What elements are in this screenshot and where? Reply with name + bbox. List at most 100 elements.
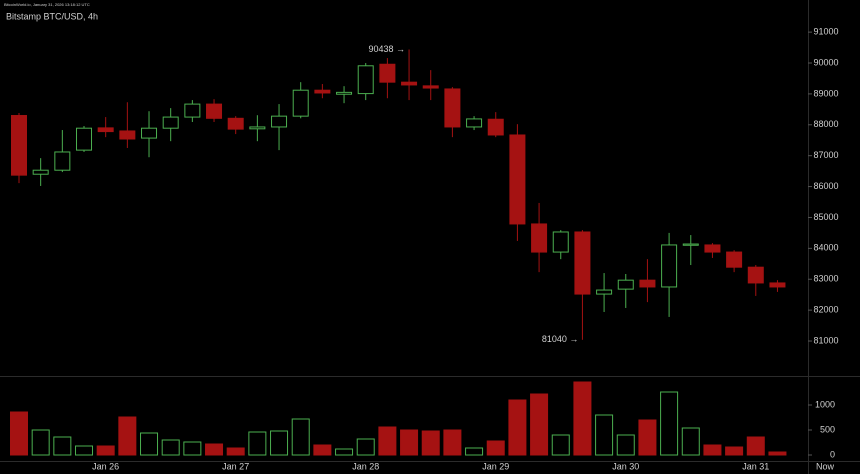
volume-bar	[248, 431, 267, 456]
candle-body	[162, 116, 179, 129]
candle-body	[552, 231, 569, 253]
watermark: BitcoinWorld.io, January 31, 2026 13:18:…	[4, 2, 90, 7]
y-tick-label: 88000	[813, 119, 838, 129]
y-tick-label: 90000	[813, 57, 838, 67]
volume-bar	[75, 445, 94, 456]
candle-body	[379, 63, 396, 83]
volume-bar	[660, 391, 679, 456]
y-tick-label: 83000	[813, 274, 838, 284]
y-tick-label: 91000	[813, 27, 838, 37]
volume-bar	[768, 451, 787, 456]
volume-bar	[335, 448, 354, 456]
candle-body	[769, 282, 786, 288]
volume-bar	[573, 381, 592, 456]
candle-body	[271, 115, 288, 128]
volume-bar	[140, 432, 159, 456]
candle-body	[401, 81, 418, 86]
y2-tick-label: 0	[830, 449, 835, 459]
y-tick-label: 89000	[813, 88, 838, 98]
chart-title: Bitstamp BTC/USD, 4h	[6, 11, 98, 21]
candle-body	[747, 266, 764, 284]
candle-body	[206, 103, 223, 119]
candle-body	[336, 91, 353, 95]
candle-body	[184, 103, 201, 118]
volume-bar	[508, 399, 527, 456]
candle-body	[141, 127, 158, 139]
volume-bar	[96, 445, 115, 456]
candle-body	[314, 89, 331, 94]
volume-bar	[291, 418, 310, 456]
x-tick-label: Jan 30	[612, 461, 639, 471]
candle-body	[726, 251, 743, 268]
volume-bar	[183, 441, 202, 456]
low-label: 81040 →	[542, 334, 579, 344]
candle-body	[357, 65, 374, 95]
volume-bar	[378, 426, 397, 456]
volume-bar	[421, 430, 440, 456]
y-tick-label: 81000	[813, 335, 838, 345]
volume-bar	[486, 440, 505, 456]
candle-body	[97, 127, 114, 133]
volume-bar	[638, 419, 657, 456]
candle-body	[617, 279, 634, 290]
candle-body	[54, 151, 71, 171]
candle-body	[227, 117, 244, 130]
candle-body	[249, 126, 266, 130]
y-tick-label: 82000	[813, 305, 838, 315]
candle-body	[487, 118, 504, 136]
volume-bar	[443, 429, 462, 456]
volume-bar	[313, 444, 332, 456]
y2-tick-label: 500	[820, 424, 835, 434]
x-tick-label: Jan 28	[352, 461, 379, 471]
volume-bar	[616, 434, 635, 456]
x-tick-label: Jan 31	[742, 461, 769, 471]
candle-body	[509, 134, 526, 225]
candle-body	[661, 244, 678, 288]
volume-bar	[746, 436, 765, 456]
candle-body	[32, 169, 49, 175]
volume-bar	[703, 444, 722, 456]
candle-body	[466, 118, 483, 128]
candle-body	[596, 289, 613, 295]
volume-bar	[530, 393, 549, 456]
x-end-label: Now	[816, 461, 835, 471]
y-tick-label: 87000	[813, 150, 838, 160]
y-tick-label: 85000	[813, 212, 838, 222]
y-tick-label: 86000	[813, 181, 838, 191]
candle-body	[76, 127, 93, 151]
x-tick-label: Jan 29	[482, 461, 509, 471]
candle-body	[444, 88, 461, 128]
candle-body	[704, 244, 721, 253]
candle-body	[292, 89, 309, 117]
high-label: 90438 →	[369, 44, 406, 54]
candle-body	[422, 85, 439, 89]
volume-bar	[465, 447, 484, 456]
volume-bar	[595, 414, 614, 456]
candle-body	[639, 279, 656, 288]
volume-bar	[681, 427, 700, 456]
volume-bar	[53, 436, 72, 456]
volume-bar	[161, 439, 180, 456]
x-tick-label: Jan 26	[92, 461, 119, 471]
volume-bar	[31, 429, 50, 456]
y-tick-label: 84000	[813, 243, 838, 253]
volume-bar	[118, 416, 137, 456]
y2-tick-label: 1000	[815, 399, 835, 409]
x-tick-label: Jan 27	[222, 461, 249, 471]
volume-bar	[551, 434, 570, 456]
volume-bar	[205, 443, 224, 456]
candle-body	[574, 231, 591, 295]
candle-body	[119, 130, 136, 140]
volume-bar	[270, 430, 289, 456]
candle-body	[11, 115, 27, 176]
candle-body	[682, 243, 699, 246]
volume-bar	[226, 447, 245, 456]
volume-bar	[356, 438, 375, 456]
volume-bar	[400, 429, 419, 456]
candle-body	[531, 223, 548, 253]
volume-bar	[10, 411, 28, 456]
volume-bar	[725, 446, 744, 456]
